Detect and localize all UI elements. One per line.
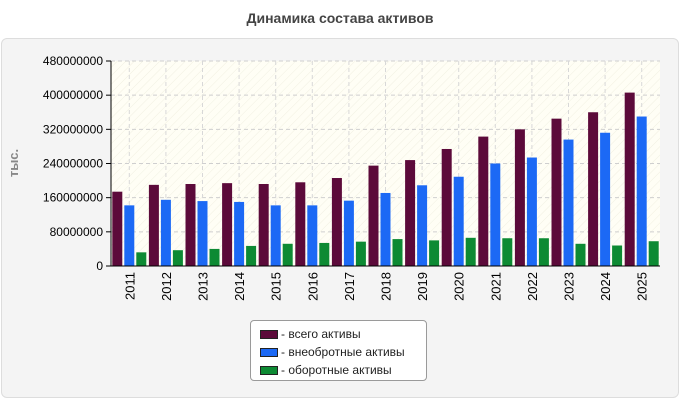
bar: [148, 184, 159, 266]
legend-label: - всего активы: [281, 327, 361, 341]
legend-item: - всего активы: [260, 325, 426, 343]
bar: [417, 185, 428, 266]
bar: [392, 239, 403, 266]
y-axis-label: тыс.: [6, 149, 21, 177]
bar: [136, 252, 147, 266]
bar: [295, 182, 306, 266]
bar: [355, 241, 366, 266]
x-tick-label: 2023: [562, 272, 577, 301]
x-tick-label: 2024: [598, 272, 613, 301]
bar: [441, 148, 452, 266]
y-tick-label: 0: [96, 259, 103, 273]
y-tick-label: 320000000: [43, 122, 103, 136]
bar: [478, 136, 489, 266]
bar: [282, 243, 293, 266]
x-tick-label: 2011: [122, 272, 137, 300]
bar: [222, 183, 233, 266]
bars-group: [112, 92, 659, 267]
axes-group: [106, 60, 660, 267]
bar: [563, 139, 574, 266]
y-tick-label: 160000000: [43, 191, 103, 205]
bar: [648, 241, 659, 266]
bar: [526, 157, 537, 266]
x-tick-label: 2017: [342, 272, 357, 301]
bar: [197, 201, 208, 266]
x-tick-label: 2012: [159, 272, 174, 301]
x-tick-label: 2025: [635, 272, 650, 301]
legend-swatch: [260, 365, 278, 375]
bar: [453, 176, 464, 266]
x-tick-label: 2022: [525, 272, 540, 301]
x-tick-labels: 2011 2012 2013 2014 2015 2016 2017 2018 2019 2020…: [122, 272, 649, 301]
bar: [331, 178, 342, 266]
x-tick-label: 2021: [488, 272, 503, 301]
chart-title: Динамика состава активов: [246, 10, 434, 26]
x-tick-label: 2020: [452, 272, 467, 301]
legend-label: - внеобротные активы: [281, 345, 405, 359]
bar: [270, 205, 281, 266]
x-tick-label: 2013: [196, 272, 211, 301]
bar: [575, 243, 586, 266]
bar: [429, 240, 440, 266]
bar: [209, 248, 220, 266]
bar: [368, 165, 379, 266]
bar: [490, 163, 501, 266]
bar: [502, 238, 513, 266]
chart-legend: - всего активы - внеобротные активы - обор…: [250, 320, 427, 381]
bar: [538, 238, 549, 266]
legend-item: - оборотные активы: [260, 361, 426, 379]
x-tick-label: 2019: [415, 272, 430, 301]
bar: [600, 132, 611, 266]
bar: [380, 192, 391, 266]
legend-item: - внеобротные активы: [260, 343, 426, 361]
bar: [234, 201, 245, 266]
legend-swatch: [260, 347, 278, 357]
bar: [612, 245, 623, 266]
bar: [160, 199, 171, 266]
bar: [405, 160, 416, 266]
x-tick-label: 2016: [305, 272, 320, 301]
bar: [514, 129, 525, 266]
bar: [636, 116, 647, 266]
legend-label: - оборотные активы: [281, 363, 392, 377]
bar: [624, 92, 635, 267]
y-tick-label: 240000000: [43, 157, 103, 171]
bar: [343, 200, 354, 266]
bar: [185, 184, 196, 266]
bar: [307, 205, 318, 266]
bar: [124, 205, 135, 266]
y-tick-label: 80000000: [50, 225, 104, 239]
bar: [551, 118, 562, 266]
bar: [112, 191, 123, 266]
bar: [465, 237, 476, 266]
x-tick-label: 2015: [269, 272, 284, 301]
bar: [246, 245, 257, 266]
x-tick-label: 2014: [232, 272, 247, 301]
y-tick-labels: 0 80000000 160000000 240000000 320000000 4000…: [43, 54, 103, 273]
bar: [172, 250, 183, 266]
bar: [588, 112, 599, 266]
bar: [319, 242, 330, 266]
bar: [258, 184, 269, 266]
y-tick-label: 400000000: [43, 88, 103, 102]
x-tick-label: 2018: [379, 272, 394, 301]
y-tick-label: 480000000: [43, 54, 103, 68]
legend-swatch: [260, 329, 278, 339]
